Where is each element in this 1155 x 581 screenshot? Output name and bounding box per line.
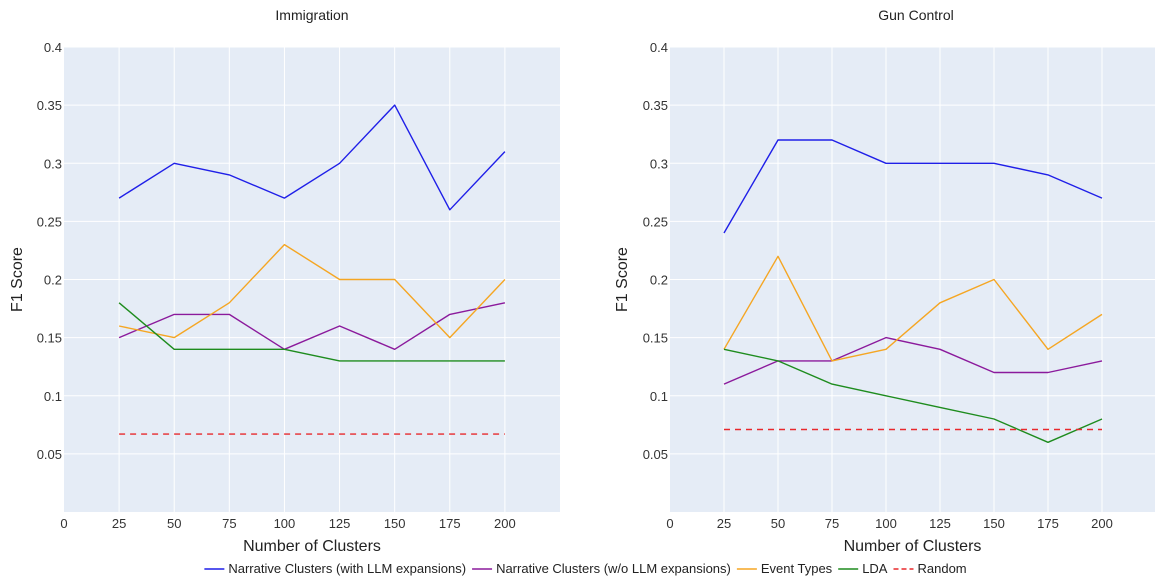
y-axis-label: F1 Score <box>9 247 26 312</box>
y-tick-label: 0.3 <box>44 156 62 171</box>
y-tick-label: 0.05 <box>643 447 668 462</box>
y-tick-label: 0.25 <box>643 214 668 229</box>
x-tick-label: 150 <box>384 516 406 531</box>
chart-panel-1: Immigration 0.05 0.1 0.15 0.2 0.25 0.3 0.35 0.4 0… <box>9 7 560 555</box>
x-tick-label: 100 <box>875 516 897 531</box>
y-tick-label: 0.1 <box>650 389 668 404</box>
y-tick-label: 0.35 <box>37 98 62 113</box>
x-tick-label: 0 <box>666 516 673 531</box>
y-tick-label: 0.4 <box>44 40 62 55</box>
x-tick-label: 125 <box>329 516 351 531</box>
series-line-narrative-clusters-with-llm-expansions <box>723 139 1103 234</box>
series-line-narrative-clusters-w-o-llm-expansions <box>118 302 506 350</box>
x-tick-label: 125 <box>929 516 951 531</box>
chart-panel-2: Gun Control 0.05 0.1 0.15 0.2 0.25 0.3 0.35 0.4 0… <box>614 7 1155 555</box>
y-axis-label: F1 Score <box>614 247 631 312</box>
legend-label-random[interactable]: Random <box>917 561 966 576</box>
series-line-narrative-clusters-w-o-llm-expansions <box>723 336 1103 385</box>
x-tick-label: 175 <box>439 516 461 531</box>
legend-label-narrative-clusters-with-llm-expansions[interactable]: Narrative Clusters (with LLM expansions) <box>228 561 466 576</box>
series-line-event-types <box>118 243 506 339</box>
y-tick-label: 0.2 <box>44 273 62 288</box>
legend-label-lda[interactable]: LDA <box>862 561 888 576</box>
x-tick-label: 150 <box>983 516 1005 531</box>
legend-label-narrative-clusters-w-o-llm-expansions[interactable]: Narrative Clusters (w/o LLM expansions) <box>496 561 731 576</box>
series-line-event-types <box>723 255 1103 362</box>
panel-title: Gun Control <box>878 7 953 23</box>
series-line-narrative-clusters-with-llm-expansions <box>118 104 506 211</box>
x-tick-label: 200 <box>494 516 516 531</box>
panel-title: Immigration <box>275 7 348 23</box>
y-tick-label: 0.25 <box>37 214 62 229</box>
x-axis-label: Number of Clusters <box>243 538 381 555</box>
x-tick-label: 200 <box>1091 516 1113 531</box>
x-tick-label: 175 <box>1037 516 1059 531</box>
legend: Narrative Clusters (with LLM expansions)… <box>204 561 967 576</box>
y-tick-label: 0.35 <box>643 98 668 113</box>
y-tick-label: 0.15 <box>643 331 668 346</box>
y-tick-label: 0.1 <box>44 389 62 404</box>
y-tick-label: 0.3 <box>650 156 668 171</box>
x-tick-label: 25 <box>717 516 731 531</box>
x-tick-label: 100 <box>274 516 296 531</box>
y-tick-label: 0.4 <box>650 40 668 55</box>
x-tick-label: 50 <box>167 516 181 531</box>
legend-label-event-types[interactable]: Event Types <box>761 561 833 576</box>
y-tick-label: 0.05 <box>37 447 62 462</box>
x-tick-label: 50 <box>771 516 785 531</box>
x-tick-label: 75 <box>825 516 839 531</box>
x-tick-label: 25 <box>112 516 126 531</box>
x-tick-label: 0 <box>60 516 67 531</box>
x-tick-label: 75 <box>222 516 236 531</box>
y-tick-label: 0.2 <box>650 273 668 288</box>
series-line-lda <box>118 302 505 362</box>
y-tick-label: 0.15 <box>37 331 62 346</box>
x-axis-label: Number of Clusters <box>844 538 982 555</box>
series-line-lda <box>723 348 1103 443</box>
